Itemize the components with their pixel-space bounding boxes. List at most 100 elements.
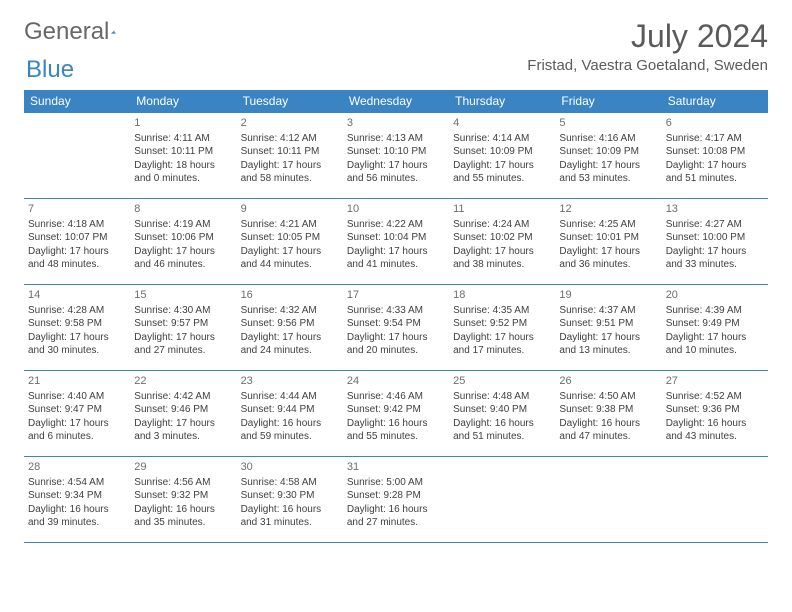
day-number: 2 xyxy=(241,116,339,131)
day-number: 31 xyxy=(347,460,445,475)
day-number: 13 xyxy=(666,202,764,217)
sunset-text: Sunset: 10:09 PM xyxy=(559,145,657,159)
sunrise-text: Sunrise: 4:56 AM xyxy=(134,476,232,490)
weekday-header: Saturday xyxy=(662,90,768,113)
daylight-text: Daylight: 17 hours and 17 minutes. xyxy=(453,331,551,358)
calendar-body: 1Sunrise: 4:11 AMSunset: 10:11 PM Dayligh… xyxy=(24,113,768,545)
day-number: 1 xyxy=(134,116,232,131)
daylight-text: Daylight: 16 hours and 39 minutes. xyxy=(28,503,126,530)
sunset-text: Sunset: 9:58 PM xyxy=(28,317,126,331)
calendar-day-cell: 20Sunrise: 4:39 AMSunset: 9:49 PMDayligh… xyxy=(662,285,768,371)
sunrise-text: Sunrise: 4:28 AM xyxy=(28,304,126,318)
calendar-day-cell: 2Sunrise: 4:12 AMSunset: 10:11 PMDayligh… xyxy=(237,113,343,199)
weekday-header: Thursday xyxy=(449,90,555,113)
calendar-day-cell: 17Sunrise: 4:33 AMSunset: 9:54 PMDayligh… xyxy=(343,285,449,371)
sunrise-text: Sunrise: 4:33 AM xyxy=(347,304,445,318)
day-number: 4 xyxy=(453,116,551,131)
sunrise-text: Sunrise: 4:37 AM xyxy=(559,304,657,318)
day-number: 10 xyxy=(347,202,445,217)
calendar-day-cell: 16Sunrise: 4:32 AMSunset: 9:56 PMDayligh… xyxy=(237,285,343,371)
sunset-text: Sunset: 10:04 PM xyxy=(347,231,445,245)
sunrise-text: Sunrise: 4:54 AM xyxy=(28,476,126,490)
daylight-text: Daylight: 17 hours and 56 minutes. xyxy=(347,159,445,186)
weekday-header: Tuesday xyxy=(237,90,343,113)
daylight-text: Daylight: 17 hours and 44 minutes. xyxy=(241,245,339,272)
day-number: 23 xyxy=(241,374,339,389)
day-number: 3 xyxy=(347,116,445,131)
calendar-day-cell: 13Sunrise: 4:27 AMSunset: 10:00 PMDaylig… xyxy=(662,199,768,285)
logo-text-general: General xyxy=(24,18,109,46)
calendar-day-cell: 18Sunrise: 4:35 AMSunset: 9:52 PMDayligh… xyxy=(449,285,555,371)
sunset-text: Sunset: 10:07 PM xyxy=(28,231,126,245)
calendar-week-row: 28Sunrise: 4:54 AMSunset: 9:34 PMDayligh… xyxy=(24,457,768,543)
calendar-week-row: 21Sunrise: 4:40 AMSunset: 9:47 PMDayligh… xyxy=(24,371,768,457)
calendar-day-cell: 25Sunrise: 4:48 AMSunset: 9:40 PMDayligh… xyxy=(449,371,555,457)
sunset-text: Sunset: 10:11 PM xyxy=(134,145,232,159)
calendar-day-cell: 29Sunrise: 4:56 AMSunset: 9:32 PMDayligh… xyxy=(130,457,236,543)
calendar-day-cell: 10Sunrise: 4:22 AMSunset: 10:04 PMDaylig… xyxy=(343,199,449,285)
daylight-text: Daylight: 17 hours and 51 minutes. xyxy=(666,159,764,186)
day-number: 17 xyxy=(347,288,445,303)
daylight-text: Daylight: 17 hours and 13 minutes. xyxy=(559,331,657,358)
calendar-day-cell: 26Sunrise: 4:50 AMSunset: 9:38 PMDayligh… xyxy=(555,371,661,457)
day-number: 27 xyxy=(666,374,764,389)
calendar-week-row: 14Sunrise: 4:28 AMSunset: 9:58 PMDayligh… xyxy=(24,285,768,371)
day-number: 25 xyxy=(453,374,551,389)
sunset-text: Sunset: 9:42 PM xyxy=(347,403,445,417)
daylight-text: Daylight: 17 hours and 58 minutes. xyxy=(241,159,339,186)
calendar-day-cell: 14Sunrise: 4:28 AMSunset: 9:58 PMDayligh… xyxy=(24,285,130,371)
sunset-text: Sunset: 9:46 PM xyxy=(134,403,232,417)
day-number: 22 xyxy=(134,374,232,389)
day-number: 20 xyxy=(666,288,764,303)
sunrise-text: Sunrise: 4:11 AM xyxy=(134,132,232,146)
daylight-text: Daylight: 17 hours and 33 minutes. xyxy=(666,245,764,272)
daylight-text: Daylight: 17 hours and 20 minutes. xyxy=(347,331,445,358)
calendar-day-cell: 5Sunrise: 4:16 AMSunset: 10:09 PMDayligh… xyxy=(555,113,661,199)
daylight-text: Daylight: 17 hours and 46 minutes. xyxy=(134,245,232,272)
sunset-text: Sunset: 10:05 PM xyxy=(241,231,339,245)
calendar-week-row: 7Sunrise: 4:18 AMSunset: 10:07 PMDayligh… xyxy=(24,199,768,285)
day-number: 7 xyxy=(28,202,126,217)
sunset-text: Sunset: 10:09 PM xyxy=(453,145,551,159)
day-number: 18 xyxy=(453,288,551,303)
sunset-text: Sunset: 9:47 PM xyxy=(28,403,126,417)
sunrise-text: Sunrise: 5:00 AM xyxy=(347,476,445,490)
daylight-text: Daylight: 17 hours and 53 minutes. xyxy=(559,159,657,186)
daylight-text: Daylight: 16 hours and 51 minutes. xyxy=(453,417,551,444)
daylight-text: Daylight: 17 hours and 24 minutes. xyxy=(241,331,339,358)
calendar-day-cell: 28Sunrise: 4:54 AMSunset: 9:34 PMDayligh… xyxy=(24,457,130,543)
daylight-text: Daylight: 17 hours and 48 minutes. xyxy=(28,245,126,272)
day-number: 15 xyxy=(134,288,232,303)
calendar-day-cell: 7Sunrise: 4:18 AMSunset: 10:07 PMDayligh… xyxy=(24,199,130,285)
calendar-week-row: 1Sunrise: 4:11 AMSunset: 10:11 PM Dayligh… xyxy=(24,113,768,199)
daylight-text: Daylight: 17 hours and 3 minutes. xyxy=(134,417,232,444)
calendar-day-cell: 30Sunrise: 4:58 AMSunset: 9:30 PMDayligh… xyxy=(237,457,343,543)
day-number: 9 xyxy=(241,202,339,217)
sunrise-text: Sunrise: 4:39 AM xyxy=(666,304,764,318)
calendar-day-cell: 1Sunrise: 4:11 AMSunset: 10:11 PMDayligh… xyxy=(130,113,236,199)
daylight-text: Daylight: 17 hours and 10 minutes. xyxy=(666,331,764,358)
month-title: July 2024 xyxy=(527,18,768,55)
sunrise-text: Sunrise: 4:24 AM xyxy=(453,218,551,232)
day-number: 16 xyxy=(241,288,339,303)
location-text: Fristad, Vaestra Goetaland, Sweden xyxy=(527,57,768,74)
sunrise-text: Sunrise: 4:21 AM xyxy=(241,218,339,232)
daylight-text: Daylight: 17 hours and 30 minutes. xyxy=(28,331,126,358)
calendar-day-cell: 15Sunrise: 4:30 AMSunset: 9:57 PMDayligh… xyxy=(130,285,236,371)
sunrise-text: Sunrise: 4:58 AM xyxy=(241,476,339,490)
calendar-day-cell: 24Sunrise: 4:46 AMSunset: 9:42 PMDayligh… xyxy=(343,371,449,457)
sunrise-text: Sunrise: 4:27 AM xyxy=(666,218,764,232)
sunset-text: Sunset: 9:34 PM xyxy=(28,489,126,503)
daylight-text: Daylight: 16 hours and 55 minutes. xyxy=(347,417,445,444)
calendar-day-cell: 12Sunrise: 4:25 AMSunset: 10:01 PMDaylig… xyxy=(555,199,661,285)
calendar-day-cell: 6Sunrise: 4:17 AMSunset: 10:08 PMDayligh… xyxy=(662,113,768,199)
sunrise-text: Sunrise: 4:25 AM xyxy=(559,218,657,232)
sunrise-text: Sunrise: 4:22 AM xyxy=(347,218,445,232)
sunset-text: Sunset: 10:06 PM xyxy=(134,231,232,245)
sunset-text: Sunset: 10:08 PM xyxy=(666,145,764,159)
calendar-day-cell: 27Sunrise: 4:52 AMSunset: 9:36 PMDayligh… xyxy=(662,371,768,457)
calendar-day-cell: 11Sunrise: 4:24 AMSunset: 10:02 PMDaylig… xyxy=(449,199,555,285)
sunset-text: Sunset: 9:38 PM xyxy=(559,403,657,417)
sunset-text: Sunset: 10:00 PM xyxy=(666,231,764,245)
calendar-day-cell xyxy=(449,457,555,543)
